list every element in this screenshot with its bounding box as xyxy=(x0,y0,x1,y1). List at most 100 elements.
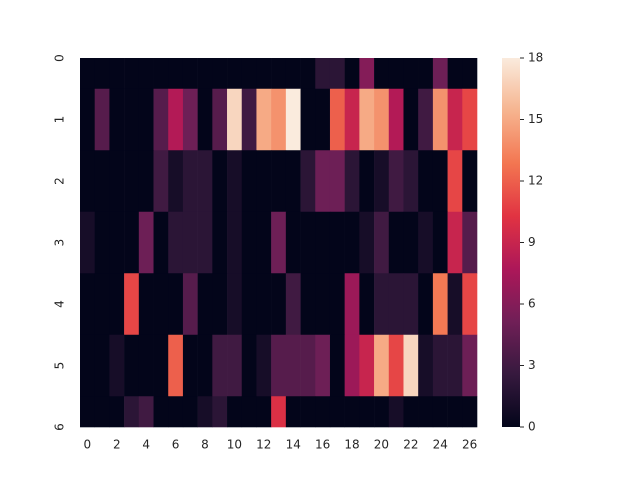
heatmap-cell xyxy=(124,273,140,336)
heatmap-cell xyxy=(432,211,448,274)
heatmap-cell xyxy=(182,58,198,90)
heatmap-cell xyxy=(418,334,434,397)
heatmap-cell xyxy=(197,211,213,274)
heatmap-cell xyxy=(374,396,390,428)
heatmap-cell xyxy=(462,211,478,274)
heatmap-cell xyxy=(462,396,478,428)
heatmap-cell xyxy=(447,88,463,151)
heatmap-cell xyxy=(94,273,110,336)
heatmap-cell xyxy=(168,58,184,90)
heatmap-cell xyxy=(94,211,110,274)
heatmap-cell xyxy=(315,150,331,213)
x-tick-label: 10 xyxy=(227,438,242,452)
heatmap-cell xyxy=(227,88,243,151)
heatmap-cell xyxy=(462,88,478,151)
heatmap-cell xyxy=(329,211,345,274)
heatmap-cell xyxy=(212,88,228,151)
x-tick-label: 4 xyxy=(142,438,150,452)
heatmap-cell xyxy=(80,273,96,336)
heatmap-cell xyxy=(182,396,198,428)
heatmap-cell xyxy=(418,88,434,151)
heatmap-cell xyxy=(300,334,316,397)
heatmap-cell xyxy=(256,396,272,428)
heatmap-cell xyxy=(227,211,243,274)
heatmap-cell xyxy=(374,150,390,213)
heatmap-cell xyxy=(256,334,272,397)
heatmap-cell xyxy=(138,334,154,397)
heatmap-cell xyxy=(285,88,301,151)
heatmap-cell xyxy=(359,273,375,336)
heatmap-cell xyxy=(462,150,478,213)
x-tick-label: 6 xyxy=(172,438,180,452)
heatmap-cell xyxy=(124,334,140,397)
y-tick-label: 2 xyxy=(53,177,67,185)
heatmap-cell xyxy=(197,150,213,213)
heatmap-cell xyxy=(359,150,375,213)
heatmap-cell xyxy=(447,211,463,274)
heatmap-cell xyxy=(271,211,287,274)
x-tick-label: 24 xyxy=(433,438,448,452)
heatmap-cell xyxy=(197,88,213,151)
heatmap-cell xyxy=(168,334,184,397)
heatmap-cell xyxy=(256,211,272,274)
heatmap-cell xyxy=(227,150,243,213)
heatmap-cell xyxy=(315,211,331,274)
heatmap-cell xyxy=(138,58,154,90)
heatmap-cell xyxy=(109,334,125,397)
heatmap-cell xyxy=(403,150,419,213)
heatmap-cell xyxy=(462,273,478,336)
heatmap-cell xyxy=(315,334,331,397)
heatmap-cell xyxy=(403,58,419,90)
heatmap-cell xyxy=(227,273,243,336)
heatmap-cell xyxy=(374,334,390,397)
heatmap-cell xyxy=(403,88,419,151)
heatmap-cell xyxy=(300,150,316,213)
heatmap-cell xyxy=(271,273,287,336)
heatmap-cell xyxy=(388,334,404,397)
heatmap-cell xyxy=(109,273,125,336)
heatmap-cell xyxy=(80,334,96,397)
colorbar-tick-label: 9 xyxy=(528,235,536,249)
heatmap-cell xyxy=(80,211,96,274)
colorbar-tick-label: 6 xyxy=(528,297,536,311)
heatmap-cell xyxy=(374,211,390,274)
heatmap-cell xyxy=(300,58,316,90)
heatmap-cell xyxy=(212,211,228,274)
heatmap-cell xyxy=(418,150,434,213)
heatmap-cell xyxy=(329,273,345,336)
heatmap-cell xyxy=(418,273,434,336)
heatmap-cell xyxy=(344,334,360,397)
heatmap-cell xyxy=(359,334,375,397)
heatmap-cell xyxy=(344,273,360,336)
heatmap-cell xyxy=(168,88,184,151)
heatmap-cell xyxy=(271,334,287,397)
heatmap-cell xyxy=(300,273,316,336)
heatmap-cell xyxy=(388,211,404,274)
heatmap-cell xyxy=(432,273,448,336)
heatmap-cell xyxy=(109,396,125,428)
heatmap-cell xyxy=(256,88,272,151)
heatmap-cell xyxy=(432,334,448,397)
heatmap-cell xyxy=(168,211,184,274)
x-tick-label: 16 xyxy=(315,438,330,452)
colorbar-tick-label: 12 xyxy=(528,174,543,188)
heatmap-cell xyxy=(344,150,360,213)
heatmap-cell xyxy=(285,211,301,274)
x-tick-label: 18 xyxy=(344,438,359,452)
heatmap-cell xyxy=(418,396,434,428)
y-tick-label: 0 xyxy=(53,54,67,62)
heatmap-cell xyxy=(462,334,478,397)
heatmap-cell xyxy=(374,58,390,90)
heatmap-cell xyxy=(153,334,169,397)
heatmap-cell xyxy=(94,150,110,213)
heatmap-cell xyxy=(256,58,272,90)
heatmap-cell xyxy=(227,396,243,428)
heatmap-cell xyxy=(271,150,287,213)
x-tick-label: 12 xyxy=(256,438,271,452)
heatmap-cell xyxy=(182,334,198,397)
colorbar-tick-label: 15 xyxy=(528,112,543,126)
heatmap-cell xyxy=(182,150,198,213)
heatmap-cell xyxy=(285,396,301,428)
heatmap-cell xyxy=(344,58,360,90)
heatmap-cell xyxy=(447,334,463,397)
